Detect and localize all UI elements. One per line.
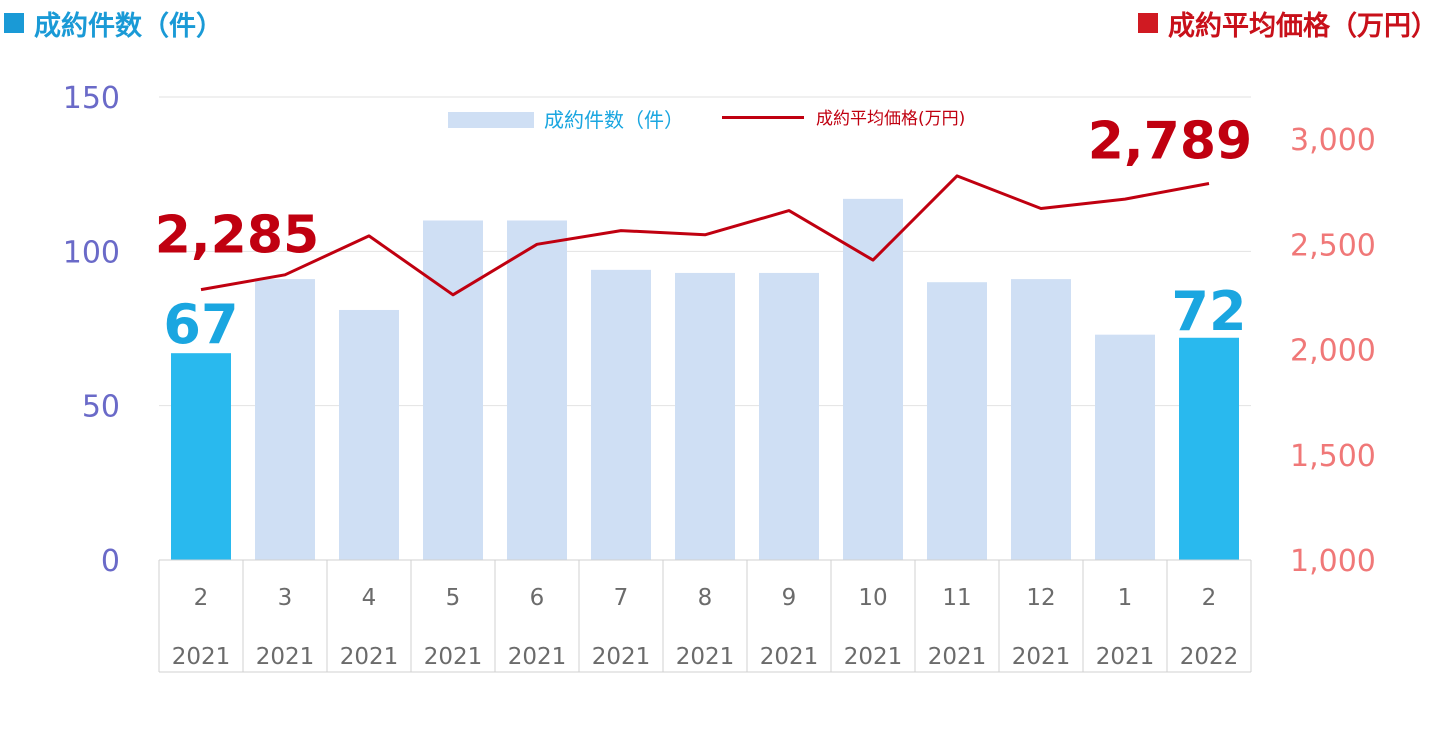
x-tick-month: 1 bbox=[1118, 585, 1133, 611]
x-tick-month: 9 bbox=[782, 585, 797, 611]
bar bbox=[171, 353, 231, 560]
x-tick-year: 2021 bbox=[1012, 644, 1071, 670]
x-tick-year: 2021 bbox=[256, 644, 315, 670]
bar-data-label-first: 67 bbox=[163, 293, 238, 356]
x-tick-month: 10 bbox=[858, 585, 887, 611]
legend-bar-swatch bbox=[448, 112, 534, 128]
x-tick-year: 2021 bbox=[760, 644, 819, 670]
bar bbox=[255, 279, 315, 560]
left-axis-header: 成約件数（件） bbox=[4, 4, 223, 43]
line-data-label-first: 2,285 bbox=[155, 206, 319, 266]
line-data-label-last: 2,789 bbox=[1088, 111, 1252, 171]
bar bbox=[339, 309, 399, 560]
bar bbox=[843, 198, 903, 561]
x-tick-month: 11 bbox=[942, 585, 971, 611]
x-tick-year: 2022 bbox=[1180, 644, 1239, 670]
left-axis-tick-label: 100 bbox=[63, 235, 120, 270]
bar-data-label-last: 72 bbox=[1171, 280, 1246, 343]
x-tick-month: 5 bbox=[446, 585, 461, 611]
x-tick-year: 2021 bbox=[676, 644, 735, 670]
x-tick-month: 12 bbox=[1026, 585, 1055, 611]
x-tick-month: 7 bbox=[614, 585, 629, 611]
right-axis-tick-label: 1,000 bbox=[1290, 544, 1376, 579]
x-tick-month: 2 bbox=[194, 585, 209, 611]
x-tick-year: 2021 bbox=[340, 644, 399, 670]
left-axis-header-text: 成約件数（件） bbox=[34, 11, 223, 42]
legend-item-bar: 成約件数（件） bbox=[448, 104, 684, 133]
x-tick-year: 2021 bbox=[592, 644, 651, 670]
left-axis-tick-label: 150 bbox=[63, 81, 120, 116]
right-axis-header-text: 成約平均価格（万円） bbox=[1168, 11, 1438, 42]
bar bbox=[675, 272, 735, 560]
x-tick-month: 6 bbox=[530, 585, 545, 611]
left-axis-tick-label: 50 bbox=[82, 390, 120, 425]
bar bbox=[759, 272, 819, 560]
legend-line-swatch bbox=[722, 116, 804, 119]
x-tick-month: 4 bbox=[362, 585, 377, 611]
bar bbox=[507, 220, 567, 560]
bar bbox=[1179, 337, 1239, 560]
bar bbox=[591, 269, 651, 560]
left-axis-tick-label: 0 bbox=[101, 544, 120, 579]
right-axis-tick-label: 3,000 bbox=[1290, 123, 1376, 158]
legend-bar-label: 成約件数（件） bbox=[544, 108, 684, 132]
x-tick-month: 8 bbox=[698, 585, 713, 611]
red-square-icon bbox=[1138, 13, 1158, 33]
right-axis-tick-label: 1,500 bbox=[1290, 439, 1376, 474]
legend-line-label: 成約平均価格(万円) bbox=[816, 109, 966, 129]
right-axis-tick-label: 2,500 bbox=[1290, 228, 1376, 263]
blue-square-icon bbox=[4, 13, 24, 33]
legend-item-line: 成約平均価格(万円) bbox=[722, 104, 965, 129]
right-axis-header: 成約平均価格（万円） bbox=[1138, 4, 1438, 43]
x-tick-year: 2021 bbox=[844, 644, 903, 670]
right-axis-tick-label: 2,000 bbox=[1290, 334, 1376, 369]
x-tick-month: 3 bbox=[278, 585, 293, 611]
bar bbox=[1011, 279, 1071, 560]
x-tick-month: 2 bbox=[1202, 585, 1217, 611]
x-tick-year: 2021 bbox=[172, 644, 231, 670]
bar bbox=[1095, 334, 1155, 560]
x-tick-year: 2021 bbox=[928, 644, 987, 670]
bar bbox=[423, 220, 483, 560]
x-tick-year: 2021 bbox=[424, 644, 483, 670]
x-tick-year: 2021 bbox=[508, 644, 567, 670]
bar bbox=[927, 282, 987, 560]
x-tick-year: 2021 bbox=[1096, 644, 1155, 670]
